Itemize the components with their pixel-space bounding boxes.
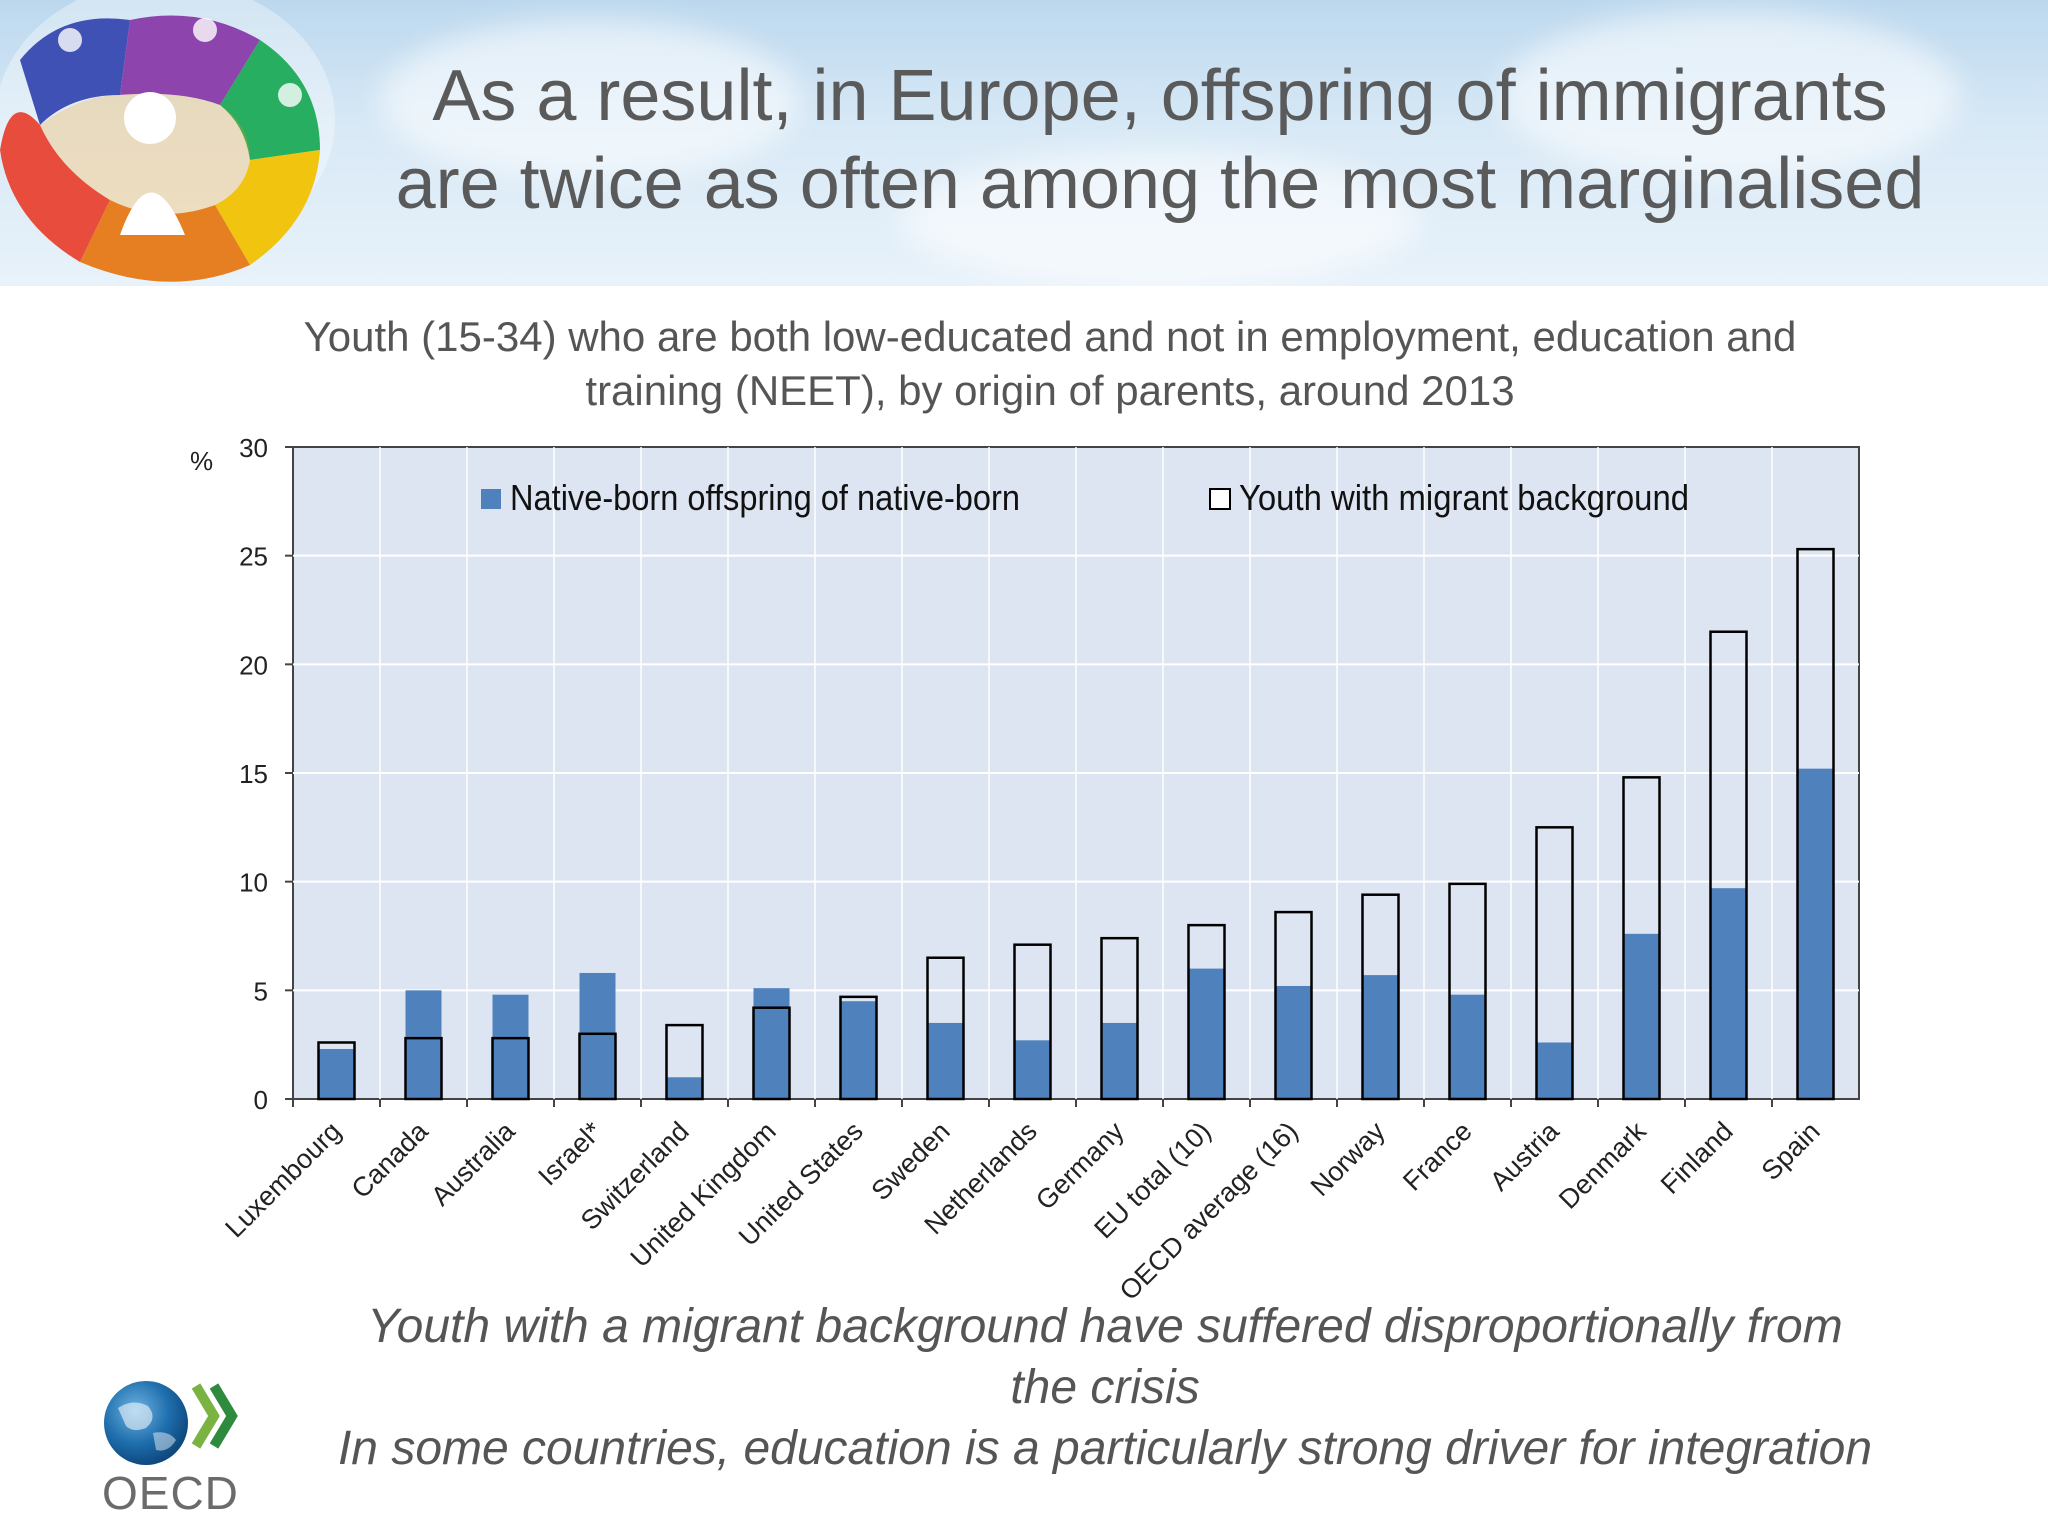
bars [317,547,1835,1101]
bar-native [753,988,790,1099]
x-tick-label: Luxembourg [219,1116,346,1243]
bar-native [840,1001,877,1099]
bar-migrant [1187,923,1226,1101]
bar-native [927,1022,964,1099]
bar-migrant [1448,882,1487,1101]
puzzle-people-icon [0,0,335,282]
x-tick-label: Australia [425,1115,521,1211]
bar-native [405,990,442,1099]
bar-native [318,1049,355,1099]
y-axis: 0 5 10 15 20 25 30 [239,433,293,1115]
x-tick-label: Finland [1655,1116,1739,1200]
bar-native [492,994,529,1099]
bar-migrant [839,995,878,1101]
bar-native [1275,985,1312,1099]
y-tick-label: 25 [239,542,268,572]
x-tick-label: France [1397,1116,1478,1197]
bar-chart: 0 5 10 15 20 25 30 % LuxembourgCanadaAustralia… [190,433,1860,1300]
x-tick-label: United Kingdom [625,1116,782,1273]
oecd-wordmark: OECD [102,1467,239,1519]
bar-native [1797,768,1834,1099]
bar-migrant [578,1032,617,1101]
cloud-decoration [1500,10,1960,180]
x-tick-label: Denmark [1553,1116,1652,1215]
x-tick-label: Spain [1756,1116,1826,1186]
title-line-2: are twice as often among the most margin… [395,144,1925,224]
bar-migrant [1013,943,1052,1101]
y-tick-label: 20 [239,650,268,680]
chart-subtitle-line-2: training (NEET), by origin of parents, a… [585,367,1515,414]
legend-swatch-native [481,489,501,509]
bar-migrant [404,1036,443,1101]
cloud-decoration [900,150,1420,286]
bar-migrant [926,956,965,1101]
x-tick-label: Austria [1484,1115,1565,1196]
bar-migrant [491,1036,530,1101]
header-banner: As a result, in Europe, offspring of imm… [0,0,2048,286]
bar-migrant [1709,630,1748,1101]
cloud-decoration [380,20,800,180]
legend: Native-born offspring of native-born You… [481,477,1689,518]
bar-native [1362,975,1399,1099]
bar-native [1014,1040,1051,1099]
legend-label-native: Native-born offspring of native-born [510,477,1020,518]
title-line-1: As a result, in Europe, offspring of imm… [432,56,1888,136]
oecd-globe-icon [104,1381,238,1465]
bar-native [579,972,616,1099]
y-tick-label: 0 [254,1085,268,1115]
bar-migrant [665,1023,704,1101]
y-axis-label: % [190,446,213,476]
legend-label-migrant: Youth with migrant background [1239,477,1689,518]
bar-migrant [1622,776,1661,1101]
bar-migrant [1274,910,1313,1101]
chart-subtitle: Youth (15-34) who are both low-educated … [200,310,1900,418]
legend-swatch-migrant [1209,488,1231,510]
y-tick-label: 30 [239,433,268,463]
gridlines [293,447,1859,1099]
y-tick-label: 5 [254,976,268,1006]
x-tick-label: Sweden [866,1116,956,1206]
bar-native [1710,888,1747,1099]
bar-native [1536,1042,1573,1099]
bar-native [1101,1022,1138,1099]
bar-migrant [1535,826,1574,1101]
conclusion-line-2: the crisis [1010,1361,1200,1414]
bar-migrant [752,1006,791,1101]
bar-migrant [1361,893,1400,1101]
chart-subtitle-line-1: Youth (15-34) who are both low-educated … [303,313,1797,360]
bar-native [1188,968,1225,1099]
bar-migrant [317,1041,356,1101]
x-tick-label: Norway [1305,1116,1391,1202]
x-tick-label: Israel* [532,1116,608,1192]
conclusion-text: Youth with a migrant background have suf… [260,1296,1950,1479]
conclusion-line-3: In some countries, education is a partic… [337,1422,1873,1475]
y-tick-label: 15 [239,759,268,789]
bar-native [666,1077,703,1099]
y-tick-label: 10 [239,868,268,898]
bar-migrant [1796,547,1835,1101]
bar-migrant [1100,936,1139,1101]
conclusion-line-1: Youth with a migrant background have suf… [367,1300,1843,1353]
bar-native [1623,933,1660,1099]
page-title: As a result, in Europe, offspring of imm… [340,52,1980,228]
bar-native [1449,994,1486,1099]
x-tick-label: Canada [346,1115,435,1204]
